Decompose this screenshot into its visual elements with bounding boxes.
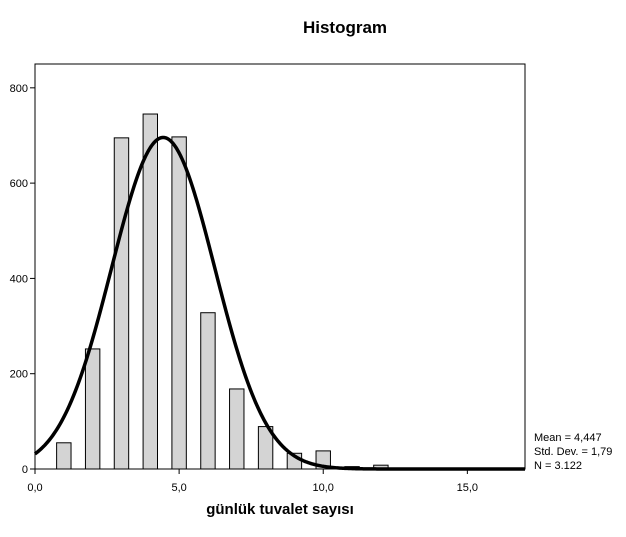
x-tick-label: 15,0 — [457, 482, 478, 494]
stats-line: N = 3.122 — [534, 460, 582, 472]
histogram-bar — [56, 442, 72, 470]
stats-line: Mean = 4,447 — [534, 432, 602, 444]
y-tick-label: 600 — [10, 178, 28, 190]
x-tick-label: 10,0 — [313, 482, 334, 494]
stats-line: Std. Dev. = 1,79 — [534, 446, 612, 458]
histogram-bar — [84, 348, 101, 470]
histogram-bar — [229, 388, 245, 470]
x-axis-label: günlük tuvalet sayısı — [206, 501, 354, 518]
bars-group — [56, 113, 504, 470]
histogram-bar — [113, 137, 130, 470]
y-tick-label: 0 — [22, 464, 28, 476]
plot-frame — [34, 63, 526, 470]
y-tick-label: 200 — [10, 369, 28, 381]
chart-title: Histogram — [303, 18, 387, 37]
histogram-bar — [171, 136, 187, 470]
normal-curve — [33, 135, 526, 471]
y-axis: 0 200 400 600 800 — [10, 83, 35, 476]
y-tick-label: 800 — [10, 83, 28, 95]
histogram-bar — [142, 113, 159, 470]
x-axis: 0,0 5,0 10,0 15,0 — [27, 469, 478, 494]
y-tick-label: 400 — [10, 273, 28, 285]
stats-legend: Mean = 4,447 Std. Dev. = 1,79 N = 3.122 — [534, 432, 612, 472]
x-tick-label: 0,0 — [27, 482, 42, 494]
histogram-bar — [200, 312, 216, 470]
x-tick-label: 5,0 — [171, 482, 186, 494]
